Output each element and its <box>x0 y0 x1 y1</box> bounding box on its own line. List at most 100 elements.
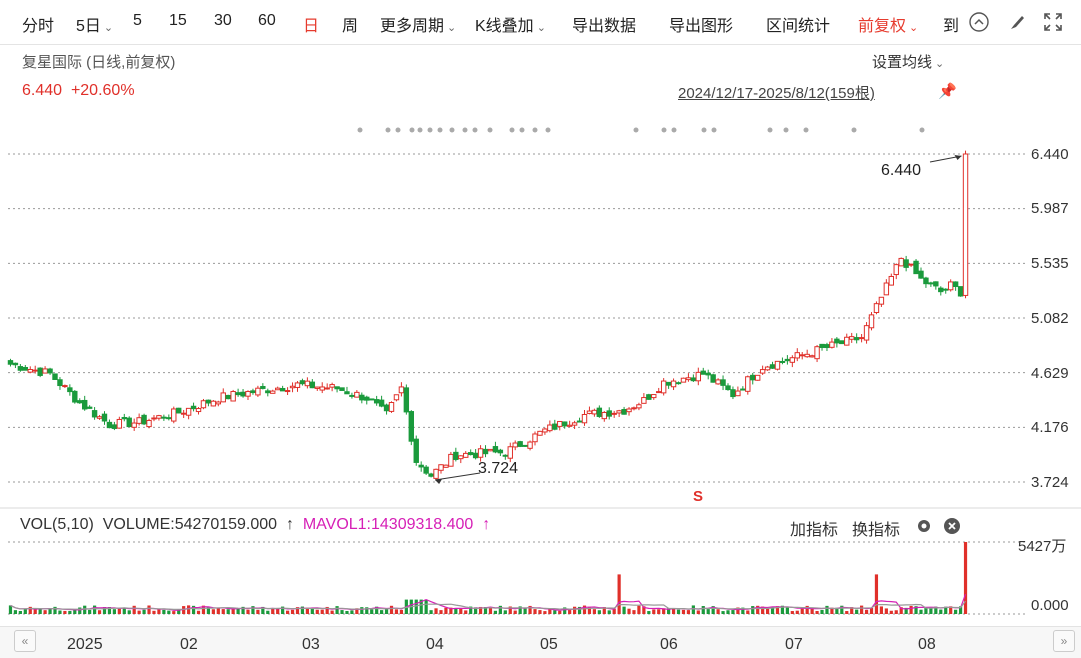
volume-bar <box>884 608 888 614</box>
volume-bar <box>770 606 775 614</box>
candle-body <box>72 390 78 403</box>
pin-icon[interactable]: 📌 <box>938 83 957 100</box>
volume-bar <box>582 605 587 614</box>
period-60min[interactable]: 60 <box>258 12 276 29</box>
close-icon[interactable] <box>943 517 961 535</box>
fullscreen-icon[interactable] <box>1042 11 1064 33</box>
event-marker <box>919 127 925 133</box>
volume-bar <box>840 605 844 614</box>
candle-body <box>146 419 152 428</box>
candle-body <box>240 391 246 397</box>
volume-bar <box>676 609 681 614</box>
set-ma-button[interactable]: 设置均线 ⌄ <box>872 51 944 72</box>
event-marker <box>633 127 639 133</box>
candle-body <box>799 354 805 357</box>
candle-body <box>576 420 583 423</box>
volume-bar <box>795 610 799 614</box>
candle-body <box>215 401 222 405</box>
gear-icon[interactable] <box>915 517 933 535</box>
candle-body <box>947 281 954 291</box>
candle-body <box>794 352 800 359</box>
scroll-top-icon[interactable] <box>968 11 990 33</box>
volume-bar <box>587 606 592 614</box>
add-indicator-button[interactable]: 加指标 <box>790 522 839 539</box>
volume-bar <box>13 610 18 614</box>
volume-bar <box>142 609 146 614</box>
candle-body <box>878 296 885 305</box>
period-15min[interactable]: 15 <box>169 12 187 29</box>
volume-bar <box>503 610 507 614</box>
period-day[interactable]: 日 <box>303 18 320 35</box>
candle-body <box>463 452 469 458</box>
event-marker <box>671 127 677 133</box>
candle-body <box>502 454 509 457</box>
volume-bar <box>201 605 206 614</box>
volume-bar <box>58 610 62 614</box>
candle-body <box>571 422 578 426</box>
volume-bar <box>518 606 522 614</box>
volume-bar <box>315 609 319 614</box>
candle-body <box>250 390 256 394</box>
candle-body <box>928 282 934 285</box>
event-marker <box>449 127 455 133</box>
volume-bar <box>662 608 666 614</box>
volume-bar <box>909 605 913 614</box>
arrow-up-icon: ↑ <box>482 516 491 533</box>
volume-bar <box>681 609 686 614</box>
volume-bar <box>469 606 473 614</box>
event-marker <box>462 127 468 133</box>
scroll-right-button[interactable]: » <box>1053 630 1075 652</box>
candle-body <box>918 270 924 279</box>
candle-body <box>641 397 647 404</box>
export-image-button[interactable]: 导出图形 <box>669 18 734 35</box>
candle-body <box>957 286 964 297</box>
volume-bar <box>295 607 300 614</box>
volume-bar <box>706 609 710 614</box>
period-5day[interactable]: 5日 ⌄ <box>76 12 113 36</box>
scroll-left-button[interactable]: « <box>14 630 36 652</box>
goto-button[interactable]: 到 <box>943 18 960 35</box>
volume-bar <box>43 610 47 614</box>
candle-body <box>12 362 19 366</box>
swap-indicator-button[interactable]: 换指标 <box>852 522 901 539</box>
high-pointer-arrowhead <box>954 155 962 160</box>
export-data-button[interactable]: 导出数据 <box>572 18 637 35</box>
vol-label: VOL(5,10) <box>20 516 94 533</box>
more-periods[interactable]: 更多周期 ⌄ <box>380 12 456 36</box>
volume-bar <box>949 606 953 614</box>
date-range[interactable]: 2024/12/17-2025/8/12(159根) <box>678 85 875 102</box>
volume-bar <box>963 542 968 614</box>
volume-bar <box>97 610 102 614</box>
volume-bar <box>642 606 646 614</box>
period-minute[interactable]: 分时 <box>22 18 55 35</box>
date-tick: 05 <box>540 636 558 653</box>
volume-bar <box>622 606 626 614</box>
event-marker <box>472 127 478 133</box>
price-tick: 5.987 <box>1031 200 1069 217</box>
event-marker <box>385 127 391 133</box>
range-stats-button[interactable]: 区间统计 <box>766 18 831 35</box>
period-week[interactable]: 周 <box>342 18 359 35</box>
candle-body <box>616 410 622 414</box>
candle-body <box>156 415 162 419</box>
candle-body <box>566 424 573 427</box>
candle-body <box>819 343 825 348</box>
candle-body <box>814 346 820 360</box>
volume-bar <box>825 605 829 614</box>
volume-bar <box>261 606 265 614</box>
candle-body <box>591 409 598 415</box>
volume-bar <box>147 605 151 614</box>
period-5min[interactable]: 5 <box>133 12 142 29</box>
candle-body <box>52 373 58 380</box>
volume-bar <box>934 606 938 614</box>
candle-body <box>255 387 261 396</box>
adjust-forward[interactable]: 前复权 ⌄ <box>858 12 918 36</box>
volume-bar <box>399 609 404 614</box>
period-30min[interactable]: 30 <box>214 12 232 29</box>
candle-body <box>47 368 53 374</box>
kline-overlay[interactable]: K线叠加 ⌄ <box>475 12 546 36</box>
volume-bar <box>860 605 864 614</box>
brush-icon[interactable] <box>1006 11 1028 33</box>
candle-body <box>759 369 766 374</box>
